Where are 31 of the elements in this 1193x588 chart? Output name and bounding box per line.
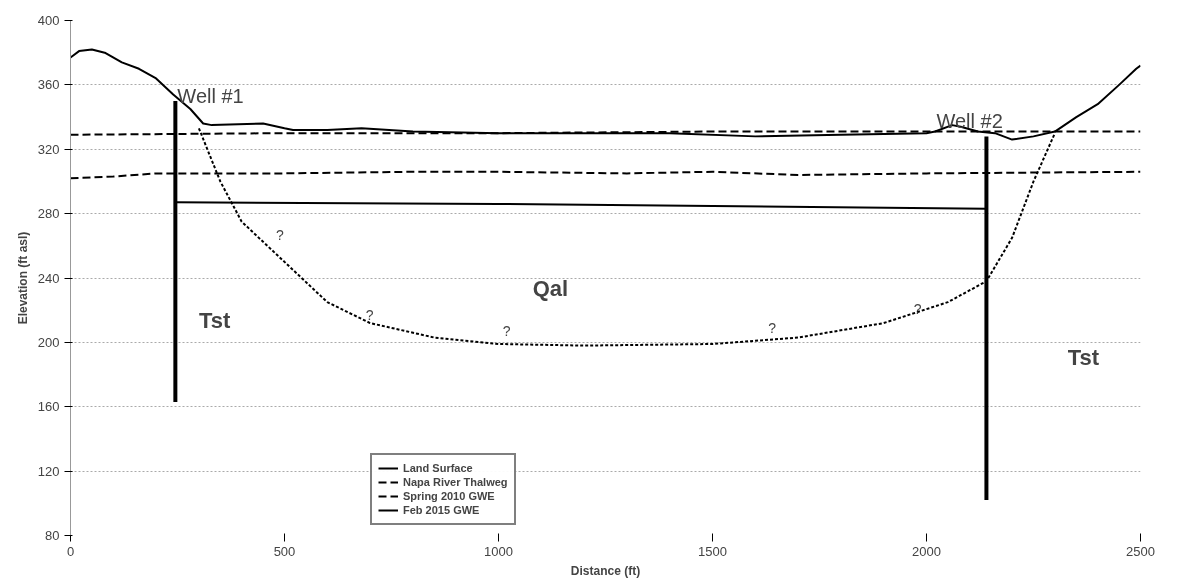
y-tick-label: 320 bbox=[37, 141, 60, 157]
annotation: ? bbox=[365, 307, 374, 324]
y-tick-label: 360 bbox=[37, 77, 60, 93]
annotation: ? bbox=[768, 319, 777, 336]
annotation: ? bbox=[913, 300, 922, 317]
y-tick-label: 120 bbox=[37, 463, 60, 479]
x-tick-label: 0 bbox=[66, 543, 75, 559]
legend-label: Land Surface bbox=[403, 461, 473, 475]
y-tick-label: 280 bbox=[37, 206, 60, 222]
legend-label: Spring 2010 GWE bbox=[403, 489, 495, 503]
y-tick-label: 80 bbox=[45, 528, 60, 543]
annotation: Tst bbox=[1067, 344, 1100, 370]
x-tick-label: 1500 bbox=[698, 543, 727, 559]
annotation: Qal bbox=[532, 275, 569, 301]
y-tick-label: 160 bbox=[37, 399, 60, 415]
annotation: Tst bbox=[198, 307, 231, 333]
x-tick-label: 1000 bbox=[484, 543, 513, 559]
x-tick-label: 2500 bbox=[1126, 543, 1155, 559]
annotation: Well #2 bbox=[936, 110, 1003, 133]
y-tick-label: 400 bbox=[37, 13, 60, 28]
legend-label: Napa River Thalweg bbox=[403, 475, 508, 489]
legend-label: Feb 2015 GWE bbox=[403, 503, 480, 517]
x-tick-label: 500 bbox=[273, 543, 296, 559]
y-axis-title: Elevation (ft asl) bbox=[15, 231, 30, 325]
x-tick-label: 2000 bbox=[912, 543, 941, 559]
annotation: ? bbox=[502, 323, 511, 340]
annotation: ? bbox=[275, 226, 284, 243]
x-axis-title: Distance (ft) bbox=[570, 563, 641, 578]
annotation: Well #1 bbox=[177, 84, 244, 107]
y-tick-label: 200 bbox=[37, 334, 60, 350]
y-tick-label: 240 bbox=[37, 270, 60, 286]
